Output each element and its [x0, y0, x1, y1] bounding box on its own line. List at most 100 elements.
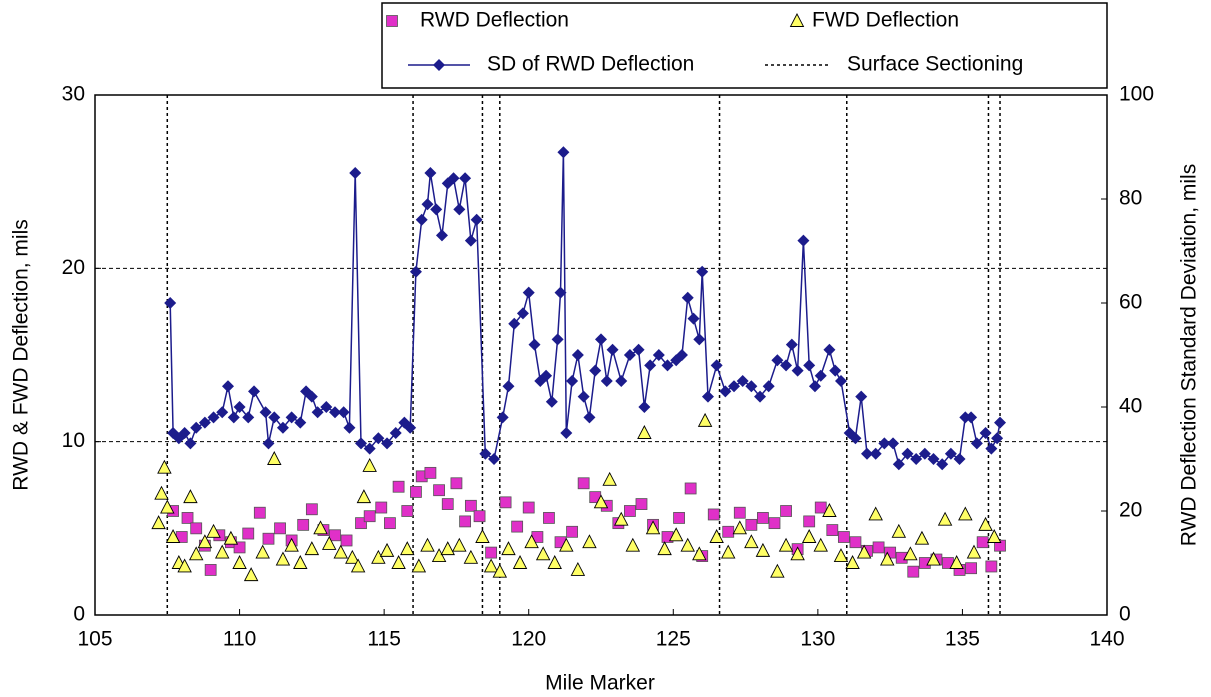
point: [754, 390, 767, 403]
legend-label: RWD Deflection: [420, 9, 569, 32]
point: [363, 442, 376, 455]
point: [355, 517, 367, 530]
point: [401, 505, 414, 517]
point: [891, 523, 907, 538]
point: [949, 555, 964, 569]
point: [389, 427, 402, 439]
point: [522, 501, 535, 514]
point: [554, 286, 567, 299]
point: [613, 511, 629, 526]
point: [284, 537, 299, 552]
point: [459, 515, 472, 528]
point: [892, 458, 905, 471]
point: [638, 401, 651, 413]
point: [757, 512, 769, 524]
point: [602, 471, 617, 486]
point: [242, 527, 255, 540]
point: [177, 558, 192, 573]
x-tick-label: 140: [1089, 628, 1124, 651]
point: [768, 517, 781, 530]
point: [464, 234, 477, 247]
point: [253, 506, 266, 519]
y-tick-label: 10: [62, 429, 85, 452]
point: [151, 515, 166, 530]
y2-tick-label: 80: [1119, 187, 1142, 210]
point: [268, 411, 281, 424]
point: [910, 453, 923, 465]
point: [424, 167, 437, 179]
point: [790, 546, 805, 561]
point: [557, 146, 570, 159]
point: [242, 411, 255, 424]
point: [216, 406, 229, 419]
point: [333, 544, 349, 559]
point: [722, 525, 735, 538]
point: [328, 406, 341, 419]
legend-label: Surface Sectioning: [847, 53, 1023, 76]
point: [435, 229, 448, 242]
legend-marker: [433, 59, 445, 71]
point: [363, 510, 376, 523]
point: [483, 558, 499, 573]
point: [293, 555, 308, 569]
y-tick-label: 20: [62, 256, 85, 279]
point: [540, 369, 553, 382]
point: [409, 265, 422, 278]
point: [808, 380, 821, 393]
point: [673, 512, 685, 524]
point: [780, 359, 793, 372]
point: [430, 203, 443, 216]
point: [582, 534, 597, 549]
point: [511, 520, 524, 533]
plot-frame: [94, 94, 1108, 616]
y-axis-title: RWD & FWD Deflection, mils: [10, 219, 33, 490]
point: [433, 484, 445, 497]
point: [214, 544, 230, 559]
point: [479, 447, 492, 460]
point: [329, 529, 341, 542]
point: [198, 416, 211, 429]
point: [593, 494, 609, 509]
point: [304, 541, 320, 556]
point: [337, 406, 350, 419]
point: [473, 510, 486, 523]
point: [697, 412, 713, 427]
x-tick-label: 110: [223, 628, 256, 651]
point: [823, 343, 836, 356]
point: [566, 375, 579, 387]
point: [501, 541, 516, 556]
point: [305, 390, 318, 403]
point: [512, 555, 528, 569]
x-tick-label: 115: [367, 628, 400, 651]
point: [803, 359, 816, 372]
point: [675, 349, 688, 361]
point: [693, 333, 706, 346]
point: [986, 529, 1002, 543]
point: [551, 333, 564, 346]
point: [305, 503, 318, 516]
point: [624, 505, 636, 517]
point: [813, 537, 828, 552]
point: [719, 385, 732, 398]
point: [420, 537, 435, 552]
point: [856, 544, 872, 559]
point: [371, 549, 386, 564]
point: [965, 562, 978, 575]
point: [184, 437, 197, 450]
point: [350, 558, 366, 573]
point: [878, 437, 891, 450]
point: [447, 172, 460, 185]
point: [464, 499, 477, 512]
point: [785, 338, 798, 351]
point: [791, 364, 804, 377]
point: [160, 499, 175, 514]
point: [907, 565, 920, 578]
point: [400, 541, 415, 556]
point: [356, 489, 372, 504]
point: [845, 555, 860, 569]
point: [222, 380, 235, 393]
point: [668, 527, 684, 542]
point: [720, 544, 736, 559]
point: [197, 534, 213, 549]
y2-tick-label: 20: [1119, 499, 1142, 522]
